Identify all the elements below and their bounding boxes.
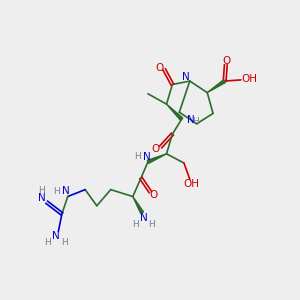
Polygon shape (133, 196, 143, 214)
Text: H: H (192, 117, 199, 126)
Text: H: H (44, 238, 51, 247)
Text: H: H (148, 220, 155, 229)
Text: OH: OH (241, 74, 257, 84)
Text: H: H (132, 220, 139, 229)
Text: O: O (152, 144, 160, 154)
Text: N: N (62, 187, 70, 196)
Text: N: N (182, 72, 190, 82)
Text: OH: OH (183, 179, 199, 189)
Text: O: O (222, 56, 231, 66)
Polygon shape (147, 154, 167, 164)
Text: H: H (53, 187, 60, 196)
Text: N: N (187, 115, 194, 125)
Text: N: N (38, 193, 46, 203)
Text: N: N (143, 152, 151, 162)
Polygon shape (167, 104, 183, 120)
Text: N: N (140, 213, 148, 223)
Text: N: N (52, 231, 60, 241)
Text: H: H (61, 238, 68, 247)
Polygon shape (207, 80, 226, 93)
Text: O: O (155, 63, 163, 73)
Text: H: H (38, 186, 45, 195)
Text: O: O (150, 190, 158, 200)
Text: H: H (135, 152, 141, 161)
